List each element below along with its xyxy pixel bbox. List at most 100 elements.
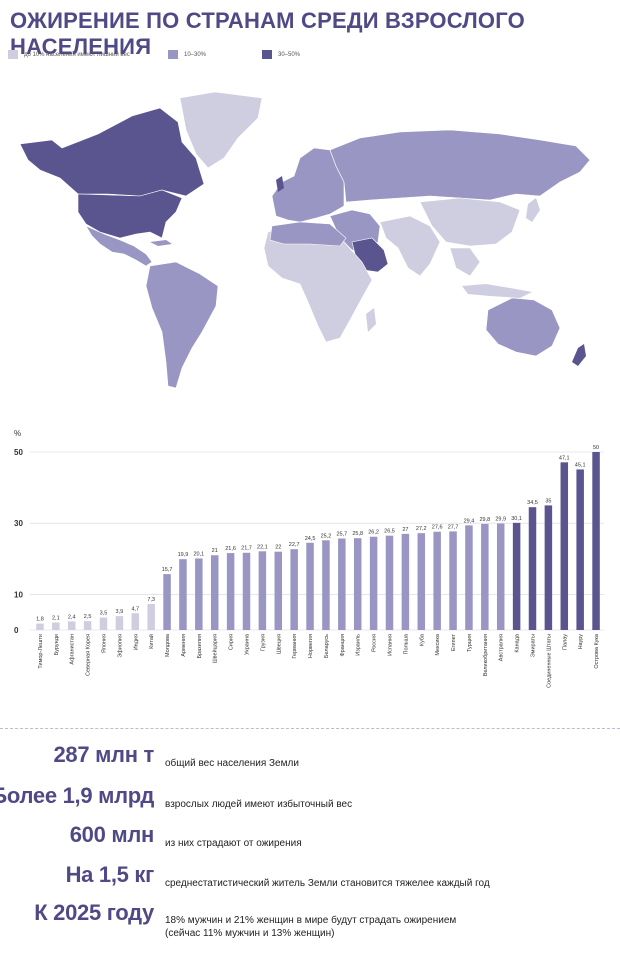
map-north-africa [269, 221, 347, 247]
x-tick-label: Египет [451, 634, 457, 652]
bar-value-label: 3,9 [116, 609, 124, 615]
bar-value-label: 35 [545, 498, 551, 504]
bar-value-label: 22,1 [257, 544, 268, 550]
x-tick-label: Германия [292, 634, 298, 659]
bar [544, 505, 553, 630]
bar [512, 522, 521, 630]
x-tick-label: Швеция [276, 634, 282, 654]
bar [195, 558, 203, 630]
x-tick-label: Палау [562, 634, 568, 650]
bar [433, 531, 441, 630]
map-madagascar [366, 308, 376, 332]
fact-number: 600 млн [69, 822, 155, 847]
bar-value-label: 22 [275, 545, 281, 551]
x-tick-label: Бурунди [54, 634, 60, 655]
map-mexico [85, 225, 153, 267]
bar-value-label: 30,1 [511, 516, 522, 522]
x-tick-label: Бразилия [197, 634, 203, 659]
legend-item-low: до 10% населения имеют лишний вес [8, 50, 130, 59]
bar-value-label: 26,2 [368, 530, 379, 536]
bar [576, 469, 584, 630]
map-greenland [179, 91, 263, 169]
bar-value-label: 2,5 [84, 614, 92, 620]
fact-row: На 1,5 кг среднестатистический житель Зе… [0, 862, 620, 902]
bar-value-label: 25,8 [352, 531, 363, 537]
fact-text: общий вес населения Земли [165, 758, 299, 769]
map-east-asia [419, 197, 521, 247]
bar [36, 623, 44, 630]
bar [210, 555, 219, 630]
bar [417, 533, 426, 630]
map-russia [329, 129, 591, 203]
y-axis-label: % [14, 429, 21, 438]
bar-value-label: 50 [593, 445, 599, 451]
bar-value-label: 29,8 [479, 517, 490, 523]
fact-row: Более 1,9 млрд взрослых людей имеют избы… [0, 783, 620, 823]
bar-value-label: 7,3 [147, 597, 155, 603]
bar-value-label: 27 [402, 527, 408, 533]
bar [449, 531, 457, 630]
y-tick-label: 0 [14, 626, 19, 635]
map-uk [276, 176, 284, 192]
bar [83, 621, 92, 630]
bar [560, 462, 569, 630]
bar-value-label: 25,7 [336, 532, 347, 538]
bar-value-label: 25,2 [321, 533, 332, 539]
legend-item-high: 30–50% [262, 50, 300, 59]
bar [322, 540, 330, 630]
bar-value-label: 2,1 [52, 616, 60, 622]
bar-value-label: 2,4 [68, 614, 76, 620]
x-tick-label: Афганистан [70, 634, 76, 665]
legend-item-mid: 10–30% [168, 50, 206, 59]
map-new-zealand [572, 344, 586, 366]
bar [242, 552, 251, 630]
legend-label: 10–30% [184, 51, 207, 58]
bar [369, 536, 378, 630]
bar [179, 559, 187, 630]
x-tick-label: Россия [372, 634, 378, 652]
fact-row: 600 млн из них страдают от ожирения [0, 822, 620, 862]
x-tick-label: Молдова [165, 633, 171, 657]
legend-swatch [8, 50, 18, 59]
bar-value-label: 4,7 [131, 606, 139, 612]
map-caribbean [150, 240, 172, 246]
section-divider [0, 728, 620, 729]
x-tick-label: Мексика [435, 633, 441, 656]
fact-row: К 2025 году 18% мужчин и 21% женщин в ми… [0, 900, 620, 940]
bar [353, 538, 362, 630]
fact-text: взрослых людей имеют избыточный вес [165, 799, 353, 810]
bar [226, 553, 235, 630]
x-tick-label: Науру [578, 634, 584, 650]
bar-value-label: 21,7 [241, 546, 252, 552]
x-tick-label: Беларусь [324, 634, 330, 658]
bar-value-label: 21,6 [225, 546, 236, 552]
x-tick-label: Канада [515, 633, 521, 653]
x-tick-label: Польша [403, 633, 409, 654]
bar-value-label: 21 [212, 548, 218, 554]
x-tick-label: Сирия [229, 634, 235, 650]
x-tick-label: Тимор-Лешти [38, 634, 44, 669]
bar [338, 538, 346, 630]
legend-label: до 10% населения имеют лишний вес [24, 51, 130, 58]
x-tick-label: Испания [388, 634, 394, 656]
bar [385, 535, 394, 630]
bar-value-label: 24,5 [305, 536, 316, 542]
bar [258, 551, 267, 630]
map-usa [77, 189, 183, 239]
bar-value-label: 45,1 [575, 462, 586, 468]
bar-value-label: 1,8 [36, 617, 44, 623]
x-tick-label: Эфиопия [117, 634, 123, 658]
world-map [19, 91, 591, 389]
x-tick-label: Австралия [499, 634, 505, 661]
map-australia [485, 297, 561, 357]
bar-value-label: 20,1 [193, 551, 204, 557]
bar-value-label: 27,7 [448, 524, 459, 530]
x-tick-label: Франция [340, 634, 346, 657]
map-japan [526, 198, 540, 222]
fact-number: Более 1,9 млрд [0, 783, 154, 808]
x-tick-label: Армения [181, 634, 187, 657]
bar [131, 613, 140, 630]
y-tick-label: 50 [14, 448, 23, 457]
bar [67, 621, 76, 630]
bar-value-label: 22,7 [289, 542, 300, 548]
